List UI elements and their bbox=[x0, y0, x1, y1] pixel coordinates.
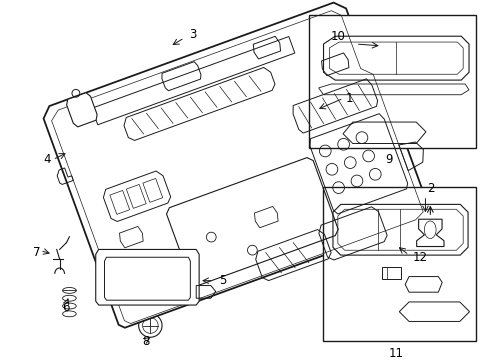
Text: 1: 1 bbox=[345, 92, 352, 105]
Text: 3: 3 bbox=[189, 28, 196, 41]
Text: 11: 11 bbox=[388, 347, 403, 360]
Bar bbox=[323, 187, 475, 341]
Text: 7: 7 bbox=[33, 246, 41, 259]
Polygon shape bbox=[96, 249, 199, 305]
Text: 9: 9 bbox=[385, 153, 392, 166]
Text: 4: 4 bbox=[43, 153, 50, 166]
Bar bbox=[381, 267, 401, 279]
Bar bbox=[308, 15, 475, 148]
Polygon shape bbox=[66, 93, 97, 127]
Text: 10: 10 bbox=[330, 30, 345, 43]
Text: 12: 12 bbox=[412, 251, 427, 264]
Text: 6: 6 bbox=[62, 301, 70, 314]
Polygon shape bbox=[43, 3, 429, 328]
Text: 2: 2 bbox=[427, 183, 434, 195]
Text: 8: 8 bbox=[142, 335, 150, 348]
Text: 5: 5 bbox=[218, 274, 225, 287]
